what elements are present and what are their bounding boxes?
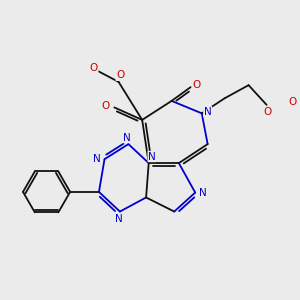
Text: N: N (199, 188, 206, 198)
Text: O: O (192, 80, 201, 89)
Text: N: N (123, 133, 131, 142)
Text: N: N (93, 154, 101, 164)
Text: O: O (289, 97, 297, 107)
Text: O: O (263, 107, 272, 117)
Text: O: O (90, 63, 98, 73)
Text: O: O (116, 70, 124, 80)
Text: O: O (102, 101, 110, 111)
Text: N: N (116, 214, 123, 224)
Text: N: N (148, 152, 156, 161)
Text: N: N (204, 107, 212, 117)
